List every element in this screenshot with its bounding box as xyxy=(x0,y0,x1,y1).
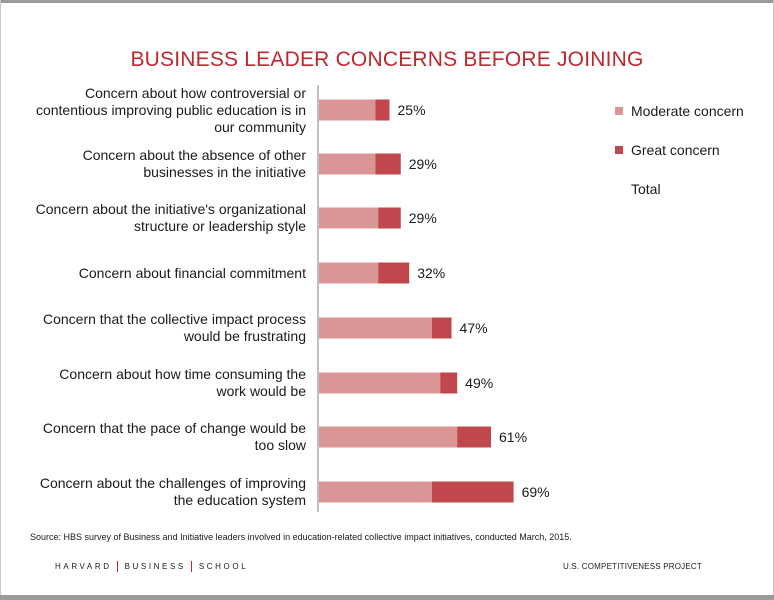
total-label-2: 29% xyxy=(409,210,437,226)
bar-moderate-1 xyxy=(319,153,376,175)
total-label-7: 69% xyxy=(522,484,550,500)
category-label-1: Concern about the absence of other busin… xyxy=(82,147,306,180)
total-label-4: 47% xyxy=(460,320,488,336)
bar-moderate-4 xyxy=(319,317,432,339)
bar-great-5 xyxy=(440,372,458,394)
legend-item-great: Great concern xyxy=(615,141,720,159)
chart-title: BUSINESS LEADER CONCERNS BEFORE JOINING xyxy=(130,48,644,71)
legend-label: Moderate concern xyxy=(631,103,744,119)
bar-moderate-3 xyxy=(319,262,379,284)
hbs-word-harvard: HARVARD xyxy=(55,562,112,571)
category-label-4: Concern that the collective impact proce… xyxy=(42,311,306,344)
category-label-5: Concern about how time consuming the wor… xyxy=(59,366,306,399)
hbs-separator xyxy=(116,561,118,572)
frame-bottom xyxy=(0,595,774,600)
legend-swatch xyxy=(615,107,623,115)
bar-great-1 xyxy=(375,153,401,175)
total-label-0: 25% xyxy=(398,102,426,118)
hbs-separator xyxy=(190,561,192,572)
bar-great-3 xyxy=(378,262,410,284)
legend-item-moderate: Moderate concern xyxy=(615,102,744,120)
category-label-6: Concern that the pace of change would be… xyxy=(42,420,306,453)
bar-moderate-2 xyxy=(319,207,379,229)
total-label-5: 49% xyxy=(465,375,493,391)
hbs-logo: HARVARD BUSINESS SCHOOL xyxy=(55,561,248,572)
legend-item-total: Total xyxy=(615,180,661,198)
bar-great-7 xyxy=(431,481,514,503)
bar-moderate-6 xyxy=(319,426,458,448)
bar-moderate-7 xyxy=(319,481,432,503)
legend-swatch xyxy=(615,146,623,154)
frame-top xyxy=(0,0,774,3)
hbs-word-school: SCHOOL xyxy=(198,562,249,571)
hbs-word-business: BUSINESS xyxy=(124,562,186,571)
bar-great-2 xyxy=(378,207,401,229)
bar-moderate-5 xyxy=(319,372,441,394)
category-label-0: Concern about how controversial or conte… xyxy=(35,84,306,135)
frame-left xyxy=(0,0,1,600)
category-label-2: Concern about the initiative's organizat… xyxy=(35,201,306,234)
project-name: U.S. COMPETITIVENESS PROJECT xyxy=(563,562,702,571)
bar-great-6 xyxy=(457,426,492,448)
bar-great-0 xyxy=(375,99,390,121)
bar-moderate-0 xyxy=(319,99,376,121)
total-label-3: 32% xyxy=(417,265,445,281)
source-note: Source: HBS survey of Business and Initi… xyxy=(30,532,572,542)
legend-label: Total xyxy=(631,181,661,197)
legend-label: Great concern xyxy=(631,142,720,158)
total-label-6: 61% xyxy=(499,429,527,445)
category-label-3: Concern about financial commitment xyxy=(78,264,306,281)
category-label-7: Concern about the challenges of improvin… xyxy=(39,475,306,508)
bar-great-4 xyxy=(431,317,452,339)
total-label-1: 29% xyxy=(409,156,437,172)
bars-group: 25% 29% 29% 32% 47% 49% 61% 69% xyxy=(319,99,550,503)
